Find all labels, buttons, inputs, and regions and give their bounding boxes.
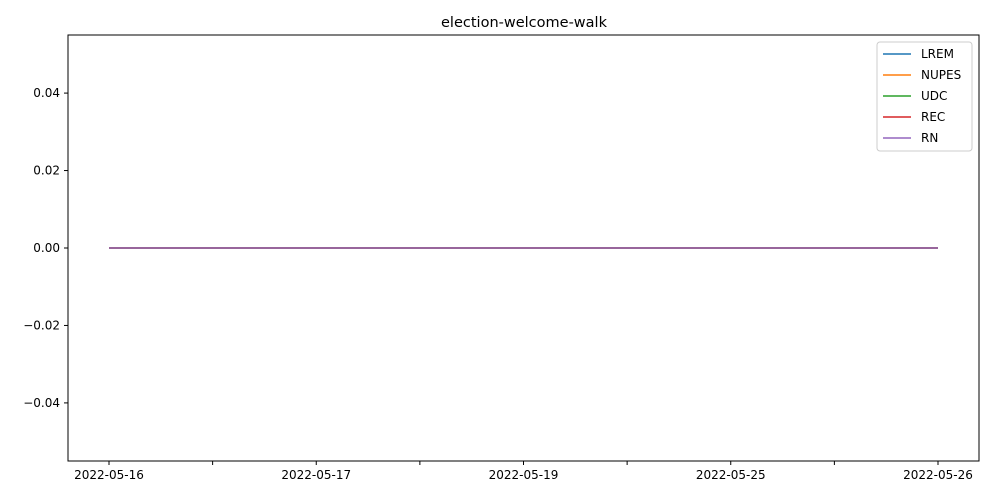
- y-tick-label: −0.02: [23, 318, 60, 332]
- x-tick-label: 2022-05-26: [903, 468, 973, 482]
- x-axis: 2022-05-16 2022-05-17 2022-05-19 2022-05-25…: [74, 461, 973, 482]
- y-tick-label: 0.02: [33, 164, 60, 178]
- x-tick-label: 2022-05-16: [74, 468, 144, 482]
- legend: LREM NUPES UDC REC RN: [876, 41, 973, 152]
- legend-label: REC: [921, 110, 945, 124]
- legend-label: LREM: [921, 47, 954, 61]
- y-tick-label: 0.00: [33, 241, 60, 255]
- y-axis: 0.04 0.02 0.00 −0.02 −0.04: [23, 86, 68, 410]
- chart-title: election-welcome-walk: [441, 15, 608, 31]
- y-tick-label: 0.04: [33, 86, 60, 100]
- legend-label: UDC: [921, 89, 947, 103]
- legend-label: NUPES: [921, 68, 961, 82]
- x-tick-label: 2022-05-25: [696, 468, 766, 482]
- x-tick-label: 2022-05-17: [281, 468, 351, 482]
- legend-box: [876, 41, 973, 152]
- x-tick-label: 2022-05-19: [489, 468, 559, 482]
- legend-label: RN: [921, 131, 938, 145]
- y-tick-label: −0.04: [23, 396, 60, 410]
